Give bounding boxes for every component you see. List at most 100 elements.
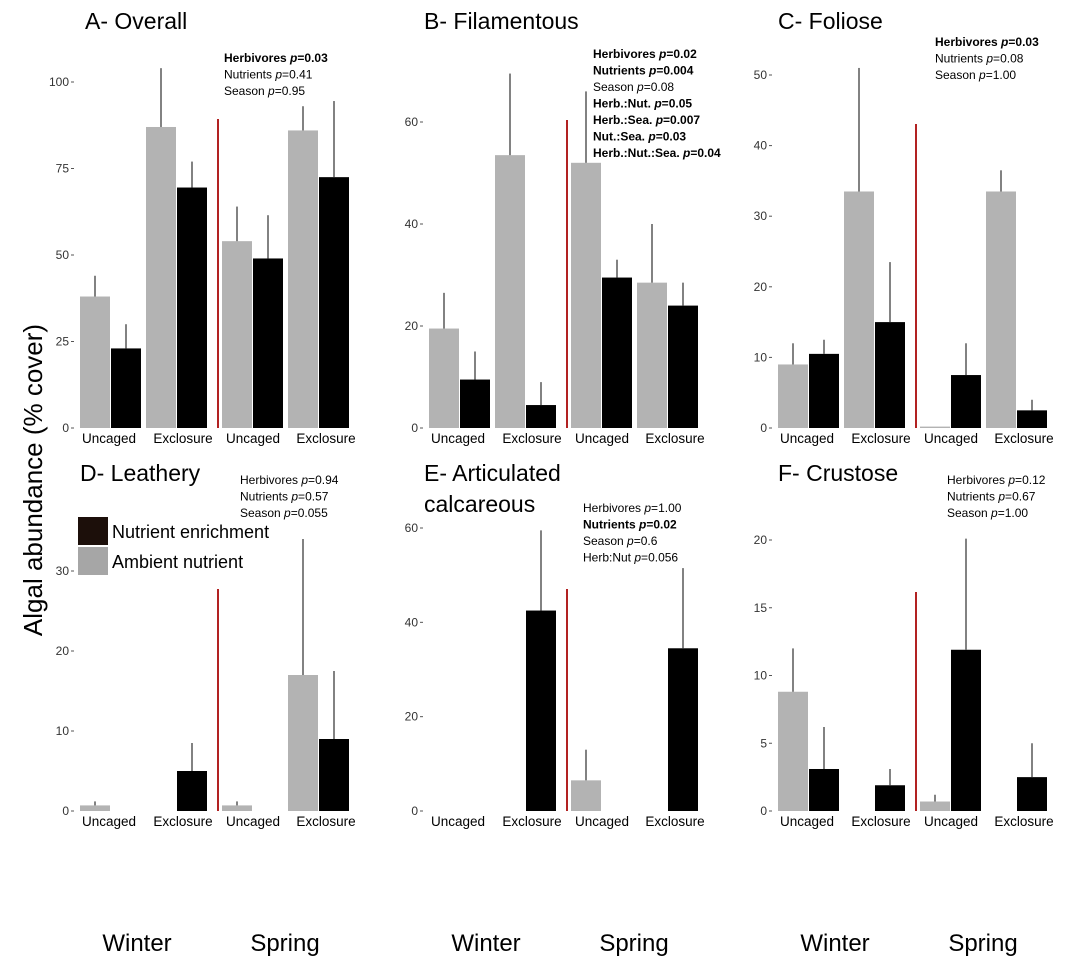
y-tick-label: 40 xyxy=(405,217,419,231)
stat-line: Season p=1.00 xyxy=(947,506,1028,520)
panel-title: C- Foliose xyxy=(778,8,883,34)
x-category-label: Uncaged xyxy=(226,814,280,829)
x-category-label: Uncaged xyxy=(924,814,978,829)
ambient-bar xyxy=(844,191,874,428)
legend: Nutrient enrichment Ambient nutrient xyxy=(78,517,269,575)
legend-label: Nutrient enrichment xyxy=(112,522,269,542)
stat-line: Season p=0.95 xyxy=(224,84,305,98)
ambient-bar xyxy=(637,282,667,428)
x-category-label: Uncaged xyxy=(431,431,485,446)
ambient-bar xyxy=(146,126,176,428)
ambient-bar xyxy=(80,296,110,428)
y-tick-label: 50 xyxy=(754,68,768,82)
y-tick-label: 20 xyxy=(56,644,70,658)
panel-c: C- Foliose 0 10 20 30 40 50 Uncaged Exclosure Unc… xyxy=(754,8,1054,446)
stat-line: Herbivores p=0.03 xyxy=(224,51,328,65)
x-category-label: Exclosure xyxy=(851,431,910,446)
enrichment-bar xyxy=(177,771,207,811)
x-category-label: Exclosure xyxy=(645,431,704,446)
enrichment-bar xyxy=(111,348,141,428)
stat-line: Season p=0.6 xyxy=(583,534,658,548)
panel-title: A- Overall xyxy=(85,8,187,34)
y-tick-label: 60 xyxy=(405,115,419,129)
ambient-bar xyxy=(571,780,601,811)
enrichment-bar xyxy=(809,353,839,428)
enrichment-bar xyxy=(951,649,981,811)
enrichment-bar xyxy=(1017,410,1047,428)
enrichment-bar xyxy=(668,305,698,428)
x-category-label: Uncaged xyxy=(780,431,834,446)
x-category-label: Exclosure xyxy=(994,814,1053,829)
y-tick-label: 75 xyxy=(56,162,70,176)
stat-line: Herbivores p=0.02 xyxy=(593,47,697,61)
stat-line: Season p=0.08 xyxy=(593,80,674,94)
stat-line: Nut.:Sea. p=0.03 xyxy=(593,130,686,144)
ambient-bar xyxy=(222,241,252,428)
season-label-winter: Winter xyxy=(102,930,171,957)
panel-d: D- Leathery 0 10 20 30 Uncaged Exclosure Uncage… xyxy=(56,460,356,957)
x-category-label: Exclosure xyxy=(645,814,704,829)
x-category-label: Uncaged xyxy=(226,431,280,446)
ambient-bar xyxy=(986,191,1016,428)
y-tick-label: 20 xyxy=(754,280,768,294)
stat-line: Nutrients p=0.67 xyxy=(947,490,1036,504)
x-category-label: Exclosure xyxy=(296,814,355,829)
ambient-bar xyxy=(288,130,318,428)
y-tick-label: 0 xyxy=(411,804,418,818)
ambient-bar xyxy=(495,155,525,428)
y-tick-label: 20 xyxy=(405,319,419,333)
panel-title: B- Filamentous xyxy=(424,8,579,34)
stat-line: Herb.:Nut. p=0.05 xyxy=(593,97,692,111)
y-tick-label: 25 xyxy=(56,335,70,349)
y-tick-label: 30 xyxy=(56,564,70,578)
enrichment-bar xyxy=(460,379,490,428)
stat-line: Herb.:Sea. p=0.007 xyxy=(593,113,700,127)
legend-swatch xyxy=(78,517,108,545)
stat-line: Herbivores p=0.12 xyxy=(947,473,1046,487)
x-category-label: Uncaged xyxy=(431,814,485,829)
stat-line: Herbivores p=1.00 xyxy=(583,501,682,515)
stat-line: Season p=0.055 xyxy=(240,506,328,520)
x-category-label: Uncaged xyxy=(780,814,834,829)
season-label-winter: Winter xyxy=(800,930,869,957)
y-tick-label: 60 xyxy=(405,521,419,535)
stat-line: Nutrients p=0.08 xyxy=(935,52,1024,66)
enrichment-bar xyxy=(951,375,981,428)
panel-title: E- Articulated calcareous xyxy=(424,460,561,517)
enrichment-bar xyxy=(1017,777,1047,811)
panel-a: A- Overall 0 25 50 75 100 Uncaged Exclosure Unca… xyxy=(49,8,356,446)
y-axis-label: Algal abundance (% cover) xyxy=(18,324,48,636)
y-tick-label: 5 xyxy=(760,736,767,750)
stat-line: Herb.:Nut.:Sea. p=0.04 xyxy=(593,146,721,160)
enrichment-bar xyxy=(253,258,283,428)
x-category-label: Exclosure xyxy=(153,814,212,829)
season-label-spring: Spring xyxy=(250,930,319,957)
y-tick-label: 30 xyxy=(754,209,768,223)
ambient-bar xyxy=(571,162,601,429)
season-label-spring: Spring xyxy=(599,930,668,957)
stat-line: Nutrients p=0.02 xyxy=(583,518,677,532)
y-tick-label: 15 xyxy=(754,601,768,615)
y-tick-label: 0 xyxy=(411,421,418,435)
x-category-label: Uncaged xyxy=(924,431,978,446)
enrichment-bar xyxy=(526,610,556,811)
x-category-label: Exclosure xyxy=(502,431,561,446)
x-category-label: Exclosure xyxy=(296,431,355,446)
stat-line: Nutrients p=0.004 xyxy=(593,64,694,78)
y-tick-label: 50 xyxy=(56,248,70,262)
stat-line: Season p=1.00 xyxy=(935,68,1016,82)
panel-f: F- Crustose 0 5 10 15 20 Uncaged Exclosure Uncag… xyxy=(754,460,1054,957)
panel-b: B- Filamentous 0 20 40 60 Uncaged Exclosure Unc… xyxy=(405,8,721,446)
y-tick-label: 100 xyxy=(49,75,69,89)
enrichment-bar xyxy=(177,187,207,428)
x-category-label: Uncaged xyxy=(575,814,629,829)
ambient-bar xyxy=(429,328,459,428)
y-tick-label: 0 xyxy=(62,804,69,818)
stat-line: Herb:Nut p=0.056 xyxy=(583,551,678,565)
ambient-bar xyxy=(80,805,110,811)
ambient-bar xyxy=(920,426,950,428)
y-tick-label: 10 xyxy=(754,669,768,683)
panel-title: F- Crustose xyxy=(778,460,898,486)
y-tick-label: 20 xyxy=(754,533,768,547)
